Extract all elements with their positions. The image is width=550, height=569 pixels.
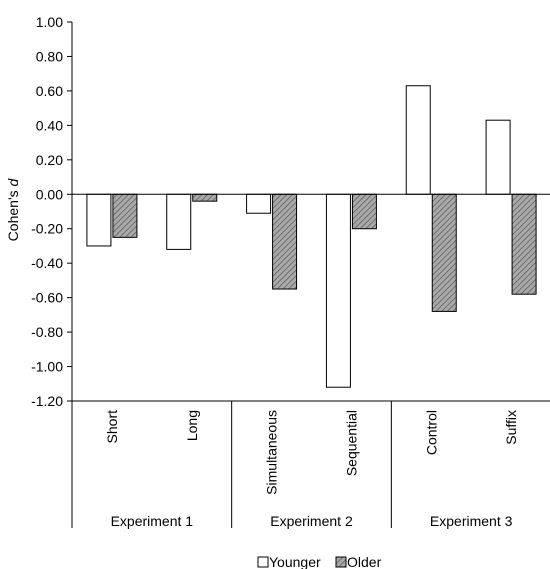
legend-swatch-younger bbox=[257, 556, 269, 568]
bar-older-sequential bbox=[351, 193, 377, 230]
y-tick-label: 0.40 bbox=[36, 117, 63, 133]
y-tick-label: -0.80 bbox=[31, 324, 63, 340]
bar-younger-suffix bbox=[485, 119, 511, 195]
y-axis-title-prefix: Cohen's bbox=[5, 186, 21, 241]
bar-older-long bbox=[192, 193, 218, 202]
group-label: Experiment 1 bbox=[111, 513, 194, 529]
legend-label-younger: Younger bbox=[269, 554, 321, 569]
y-tick-label: 0.00 bbox=[36, 186, 63, 202]
bar-older-short bbox=[112, 193, 138, 238]
category-label: Suffix bbox=[503, 410, 519, 445]
bar-younger-simultaneous bbox=[246, 193, 272, 214]
y-tick-label: 1.00 bbox=[36, 14, 63, 30]
y-tick-label: -0.60 bbox=[31, 290, 63, 306]
category-labels: Short Long Simultaneous Sequential Control Su… bbox=[104, 410, 519, 495]
category-label: Simultaneous bbox=[264, 410, 280, 495]
y-tick-label: -0.20 bbox=[31, 221, 63, 237]
category-label: Short bbox=[104, 410, 120, 444]
y-tick-label: -1.00 bbox=[31, 359, 63, 375]
bars bbox=[86, 85, 537, 388]
bar-younger-long bbox=[166, 193, 192, 250]
y-tick-label: 0.60 bbox=[36, 83, 63, 99]
y-tick-label: 0.80 bbox=[36, 48, 63, 64]
bar-younger-control bbox=[405, 85, 431, 195]
category-label: Long bbox=[184, 410, 200, 441]
bar-older-control bbox=[431, 193, 457, 312]
bar-younger-short bbox=[86, 193, 112, 247]
group-label: Experiment 3 bbox=[430, 513, 513, 529]
legend: Younger Older bbox=[257, 554, 382, 569]
group-label: Experiment 2 bbox=[270, 513, 353, 529]
y-axis-title: Cohen's d bbox=[5, 177, 21, 241]
category-label: Control bbox=[423, 410, 439, 455]
y-tick-label: -0.40 bbox=[31, 255, 63, 271]
bar-older-suffix bbox=[511, 193, 537, 295]
category-label: Sequential bbox=[343, 410, 359, 476]
x-axis bbox=[71, 193, 550, 528]
legend-swatch-older bbox=[335, 556, 347, 568]
legend-label-older: Older bbox=[347, 554, 382, 569]
bar-older-simultaneous bbox=[272, 193, 298, 290]
y-axis: 1.00 0.80 0.60 0.40 0.20 0.00 -0.20 -0.40 -0.60 -… bbox=[31, 14, 73, 409]
bar-younger-sequential bbox=[325, 193, 351, 388]
y-tick-label: -1.20 bbox=[31, 393, 63, 409]
y-axis-title-symbol: d bbox=[5, 177, 21, 186]
y-tick-label: 0.20 bbox=[36, 152, 63, 168]
group-labels: Experiment 1 Experiment 2 Experiment 3 bbox=[111, 513, 513, 529]
